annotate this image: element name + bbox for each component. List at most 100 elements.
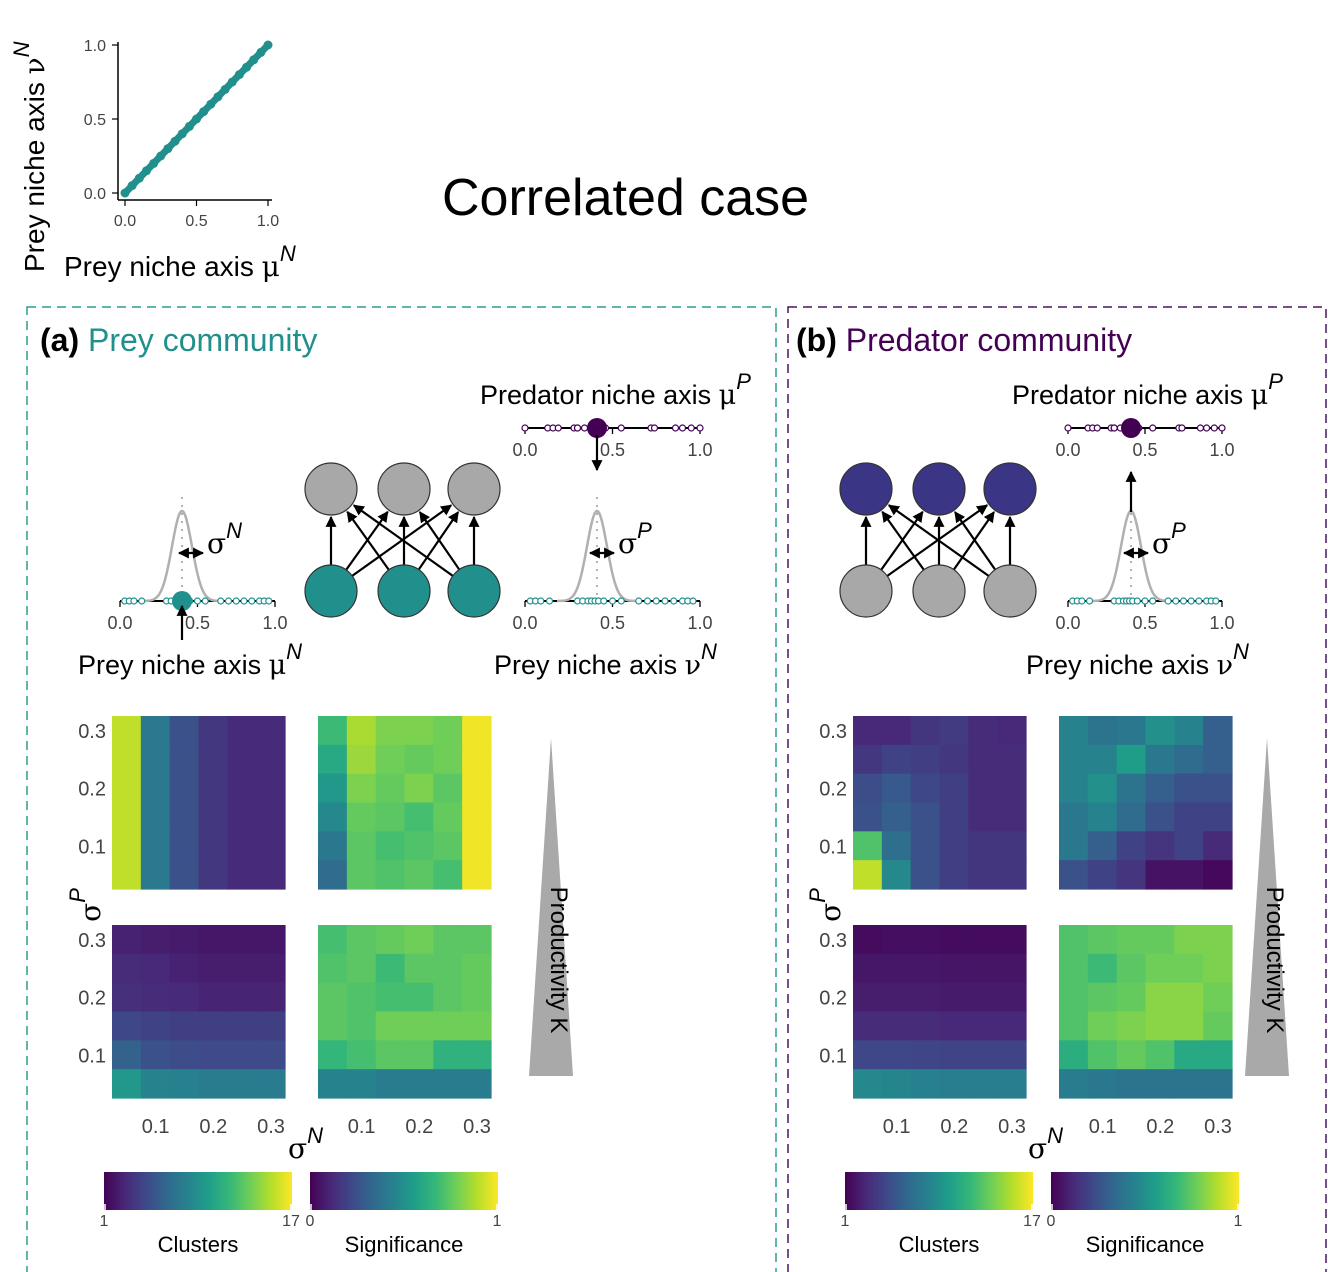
heatmap-cell <box>1145 953 1175 984</box>
heatmap-cell <box>1059 716 1089 746</box>
panel-a-heat-y-tick-label: 0.2 <box>78 779 106 801</box>
panel-b-network-predator-node <box>912 462 966 516</box>
heatmap-cell <box>1203 831 1233 861</box>
inset-scatter-point <box>220 84 230 94</box>
panel-a-prey-nu-trait <box>635 597 643 605</box>
panel-b-prey-nu-trait <box>1179 597 1188 605</box>
panel-b-predator-trait <box>1178 424 1186 432</box>
heatmap-cell <box>375 773 406 804</box>
heatmap-cell <box>112 1069 142 1099</box>
heatmap-cell <box>1087 802 1118 832</box>
heatmap-cell <box>198 1069 228 1099</box>
heatmap-cell <box>433 831 463 861</box>
heatmap-cell <box>140 773 171 804</box>
panel-a-heat-x-tick-label: 0.2 <box>199 1116 227 1138</box>
panel-a-network-predator-node <box>447 462 501 516</box>
panel-b-frame <box>787 306 1327 1272</box>
panel-b-colorbar-max: 1 <box>1234 1213 1243 1230</box>
inset-scatter: 0.0 0.5 1.0 0.0 0.5 1.0 Prey niche axis μN Prey… <box>9 38 296 283</box>
panel-a-predator-trait <box>580 424 589 432</box>
heatmap-cell <box>140 953 171 984</box>
heatmap-cell <box>881 773 912 804</box>
heatmap-cell <box>968 1069 998 1099</box>
panel-a-heat-x-axis-label: σN <box>288 1123 323 1165</box>
panel-a-predator-axis-tick-label: 1.0 <box>687 440 712 460</box>
heatmap-cell <box>346 953 377 984</box>
heatmap-cell <box>1059 1011 1089 1041</box>
heatmap-cell <box>968 802 998 832</box>
heatmap-cell <box>169 925 200 955</box>
heatmap-cell <box>1059 1040 1089 1070</box>
panel-b-colorbar <box>1051 1172 1239 1210</box>
heatmap-cell <box>1059 802 1089 832</box>
panel-b-predator-trait <box>1202 424 1211 432</box>
heatmap-cell <box>256 773 286 804</box>
heatmap-cell <box>910 925 941 955</box>
panel-b-network-predator-node <box>983 462 1037 516</box>
inset-y-axis-label: Prey niche axis νN <box>9 41 51 272</box>
heatmap-cell <box>169 744 200 775</box>
panel-a-predator-axis-label: Predator niche axis μP <box>480 369 751 411</box>
heatmap-cell <box>1116 1069 1147 1099</box>
heatmap-cell <box>433 773 463 804</box>
heatmap-cell <box>256 1069 286 1099</box>
panel-a-network-predator-node <box>377 462 431 516</box>
heatmap-cell <box>256 953 286 984</box>
heatmap-cell <box>968 1040 998 1070</box>
inset-scatter-point <box>234 70 244 80</box>
heatmap-cell <box>346 1040 377 1070</box>
heatmap-cell <box>140 716 171 746</box>
panel-a-heat-y-tick-label: 0.1 <box>78 836 106 858</box>
panel-a-prey-nu-trait <box>661 597 669 605</box>
heatmap-cell <box>881 716 912 746</box>
panel-a-colorbar <box>104 1172 292 1210</box>
panel-a-prey-mu-axis-tick-label: 1.0 <box>262 613 287 633</box>
heatmap-b-bottom-clusters <box>853 925 1027 1099</box>
heatmap-cell <box>112 716 142 746</box>
heatmap-cell <box>1116 831 1147 861</box>
heatmap-cell <box>939 953 969 984</box>
panel-b-productivity-triangle <box>1245 738 1289 1076</box>
heatmap-cell <box>1087 1011 1118 1041</box>
heatmap-cell <box>1059 953 1089 984</box>
heatmap-cell <box>198 716 228 746</box>
panel-b-prey-nu-trait <box>1141 597 1149 605</box>
heatmap-b-top-significance <box>1059 716 1233 890</box>
heatmap-cell <box>1059 831 1089 861</box>
heatmap-cell <box>853 802 883 832</box>
heatmap-cell <box>227 925 257 955</box>
heatmap-cell <box>112 802 142 832</box>
heatmap-cell <box>1087 1040 1118 1070</box>
heatmap-cell <box>404 860 434 890</box>
panel-b-heat-x-tick-label: 0.3 <box>998 1116 1026 1138</box>
heatmap-cell <box>1174 1069 1204 1099</box>
panel-a-prey-nu-trait <box>545 597 554 605</box>
panel-a-colorbar-min: 0 <box>306 1213 315 1230</box>
heatmap-cell <box>968 716 998 746</box>
heatmap-cell <box>433 982 463 1013</box>
inset-scatter-point <box>120 188 130 198</box>
inset-scatter-point <box>170 136 180 146</box>
heatmap-cell <box>968 744 998 775</box>
heatmap-cell <box>1203 860 1233 890</box>
panel-a-heat-y-tick-label: 0.2 <box>78 988 106 1010</box>
heatmap-cell <box>140 1040 171 1070</box>
heatmap-cell <box>1145 982 1175 1013</box>
heatmap-cell <box>1145 1069 1175 1099</box>
heatmap-cell <box>404 1040 434 1070</box>
inset-scatter-point <box>163 144 173 154</box>
panel-a-predator-trait <box>521 424 529 432</box>
panel-b-prey-nu-axis-tick-label: 1.0 <box>1209 613 1234 633</box>
heatmap-cell <box>227 1040 257 1070</box>
panel-b-prey-nu-axis-tick-label: 0.0 <box>1055 613 1080 633</box>
heatmap-cell <box>227 982 257 1013</box>
panel-a-predator-trait <box>671 424 680 432</box>
heatmap-cell <box>997 953 1027 984</box>
heatmap-cell <box>1059 860 1089 890</box>
heatmap-cell <box>433 802 463 832</box>
heatmap-cell <box>853 860 883 890</box>
heatmap-cell <box>939 925 969 955</box>
panel-a-heat-x-tick-label: 0.2 <box>405 1116 433 1138</box>
panel-b-heat-y-tick-label: 0.2 <box>819 988 847 1010</box>
heatmap-cell <box>375 744 406 775</box>
